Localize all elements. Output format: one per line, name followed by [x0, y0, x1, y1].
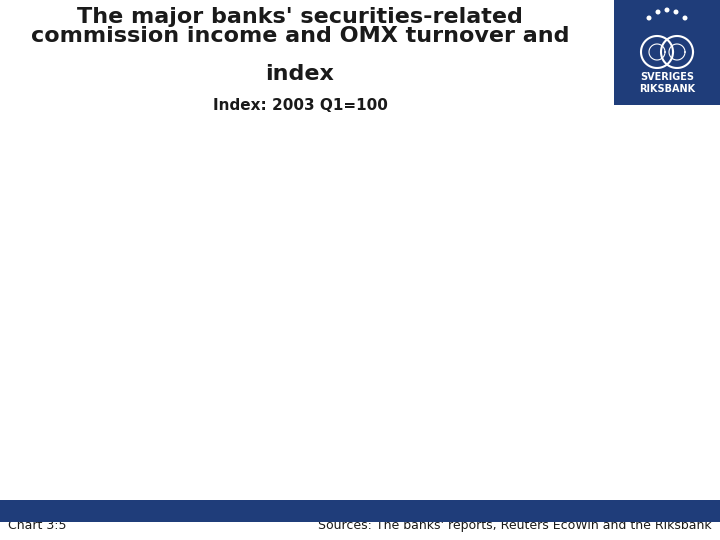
Text: index: index	[266, 64, 334, 84]
Bar	[614, 0, 720, 105]
Circle shape	[683, 16, 688, 21]
Text: SVERIGES: SVERIGES	[640, 72, 694, 82]
Text: RIKSBANK: RIKSBANK	[639, 84, 695, 94]
Circle shape	[665, 8, 670, 12]
Text: Chart 3:5: Chart 3:5	[8, 519, 66, 532]
Circle shape	[655, 10, 660, 15]
Text: commission income and OMX turnover and: commission income and OMX turnover and	[31, 26, 570, 46]
Circle shape	[673, 10, 678, 15]
Text: Sources: The banks' reports, Reuters EcoWin and the Riksbank: Sources: The banks' reports, Reuters Eco…	[318, 519, 712, 532]
Text: The major banks' securities-related: The major banks' securities-related	[77, 7, 523, 27]
Text: Index: 2003 Q1=100: Index: 2003 Q1=100	[212, 98, 387, 113]
Circle shape	[647, 16, 652, 21]
Bar	[0, 500, 720, 522]
